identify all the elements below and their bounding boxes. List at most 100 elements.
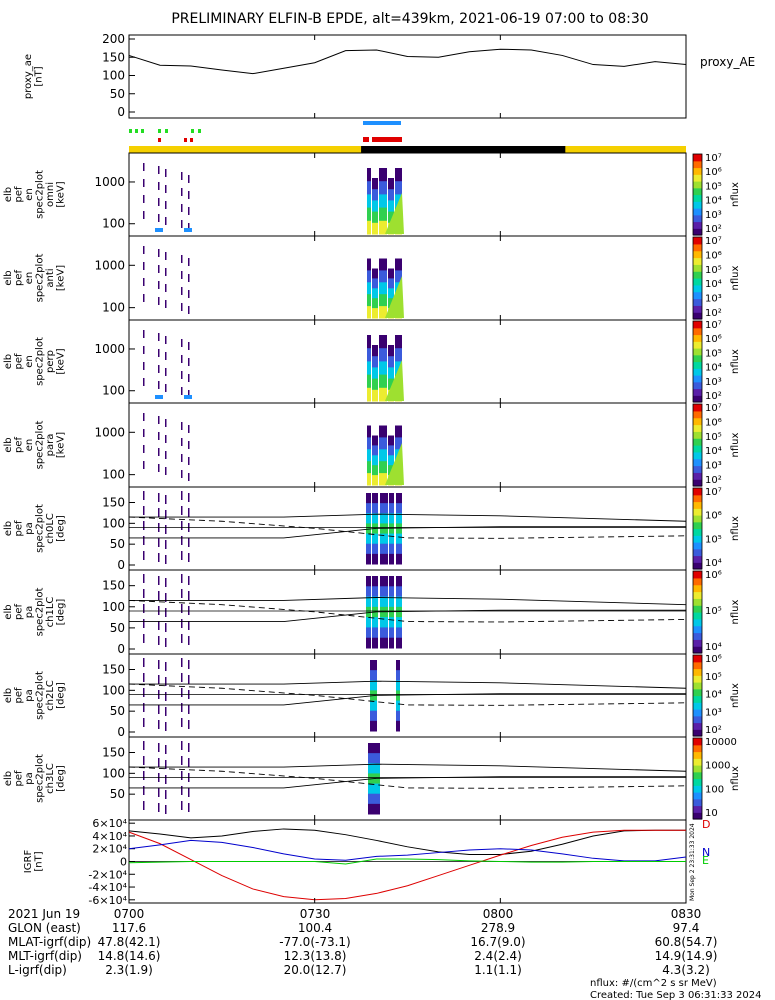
igrf-legend: D	[702, 818, 710, 831]
colorbar-segment	[693, 528, 702, 536]
spectrogram-cell	[165, 525, 167, 534]
y-tick-label: 150	[102, 496, 125, 510]
spectrogram-cell	[395, 361, 402, 376]
spectrogram-cell	[143, 658, 145, 667]
mode-marker-green	[135, 129, 138, 133]
spectrogram-cell	[389, 576, 394, 587]
spectrogram-cell	[155, 228, 163, 232]
spectrogram-cell	[181, 470, 183, 478]
spectrogram-cell	[158, 508, 160, 517]
colorbar-segment	[693, 765, 702, 773]
spectrogram-cell	[143, 294, 145, 302]
colorbar-segment	[693, 381, 702, 390]
spectrogram-cell	[388, 378, 394, 391]
colorbar-segment	[693, 228, 702, 236]
footer-row-value: 97.4	[673, 921, 700, 935]
loss-cone-line	[129, 776, 686, 789]
spectrogram-cell	[379, 306, 387, 319]
y-tick-label: 50	[110, 704, 125, 718]
footer-row-value: 14.9(14.9)	[655, 949, 718, 963]
y-axis-label-line: perp	[45, 350, 56, 373]
spectrogram-cell	[372, 543, 378, 555]
y-axis-label-line: spec2plot	[35, 421, 46, 470]
colorbar-tick: 10⁷	[705, 236, 722, 247]
spectrogram-cell	[372, 503, 378, 514]
spectrogram-cell	[389, 493, 394, 504]
spectrogram-cell	[181, 521, 183, 530]
colorbar-tick: 10⁴	[705, 363, 722, 374]
footer-row-value: 2.3(1.9)	[105, 963, 153, 977]
spectrogram-cell	[158, 249, 160, 257]
y-axis-label-line: spec2plot	[35, 754, 46, 803]
colorbar-label: nflux	[730, 349, 741, 374]
y-axis-label-line: omni	[45, 182, 56, 207]
igrf-series-line	[128, 839, 687, 862]
colorbar-frame	[692, 570, 703, 654]
y-tick-label: -2×10⁴	[88, 868, 127, 881]
footer-row-value: 278.9	[481, 921, 515, 935]
spectrogram-cell	[395, 258, 402, 271]
colorbar-segment	[693, 785, 702, 793]
footer-row-label: MLT-igrf(dip)	[8, 949, 82, 963]
spectrogram-cell	[165, 284, 167, 292]
spectrogram-cell	[165, 692, 167, 701]
colorbar-segment	[693, 181, 702, 189]
spectrogram-cell	[143, 741, 145, 750]
footer-row-label: 2021 Jun 19	[8, 907, 80, 921]
local-loss-cone-line	[128, 766, 687, 789]
spectrogram-cell	[388, 345, 394, 357]
spectrogram-cell	[181, 771, 183, 780]
spectrogram-cell	[389, 606, 394, 618]
spectrogram-cell	[165, 451, 167, 459]
spectrogram-cell	[367, 361, 371, 376]
spectrogram-cell	[379, 361, 387, 376]
spectrogram-cell	[379, 348, 387, 362]
spectrogram-cell	[379, 374, 387, 389]
spectrogram-cell	[143, 362, 145, 370]
colorbar-tick: 10⁵	[705, 606, 722, 617]
y-axis-label-line: pef	[14, 437, 25, 454]
y-axis-label-line: pef	[14, 353, 25, 370]
spectrogram-cell	[143, 506, 145, 515]
spectrogram-cell	[181, 506, 183, 515]
y-tick-label: 100	[102, 384, 125, 398]
footer-row-value: 14.8(14.6)	[98, 949, 161, 963]
spectrogram-cell	[380, 503, 388, 514]
panel-frame	[128, 235, 687, 321]
y-tick-label: 0	[120, 856, 127, 869]
spectrogram-cell	[158, 182, 160, 190]
colorbar-segment	[693, 618, 702, 627]
y-tick-label: 100	[102, 301, 125, 315]
y-tick-label: 50	[110, 787, 125, 801]
spectrogram-cell	[366, 493, 371, 504]
y-axis-label-line: elb	[3, 187, 14, 202]
spectrogram-cell	[181, 718, 183, 727]
spectrogram-cell	[143, 551, 145, 560]
plot-title: PRELIMINARY ELFIN-B EPDE, alt=439km, 202…	[171, 11, 648, 27]
colorbar-label: nflux	[730, 265, 741, 290]
status-bars	[129, 121, 686, 153]
spectrogram-cell	[367, 181, 371, 195]
colorbar-label: nflux	[730, 516, 741, 541]
y-tick-label: 1000	[94, 342, 125, 356]
footer-row-value: 16.7(9.0)	[470, 935, 525, 949]
y-tick-label: -6×10⁴	[88, 894, 127, 907]
spectrogram-cell	[372, 627, 378, 639]
spectrogram-cell	[370, 700, 377, 712]
spectrogram-cell	[188, 425, 190, 433]
colorbar-tick: 10	[705, 808, 718, 819]
spectrogram-cell	[158, 493, 160, 502]
y-tick-label: 200	[102, 32, 125, 46]
spectrogram-cell	[396, 606, 402, 618]
spectrogram-cell	[380, 523, 388, 535]
spectrogram-cell	[181, 355, 183, 363]
loss-cone-line	[129, 693, 686, 706]
spectrogram-cell	[366, 637, 371, 649]
spectrogram-cell	[143, 574, 145, 583]
spectrogram-cell	[143, 604, 145, 613]
spectrogram-cell	[370, 710, 377, 722]
spectrogram-cell	[380, 533, 388, 545]
spectrogram-cell	[396, 637, 402, 649]
footer-row-value: 20.0(12.7)	[284, 963, 347, 977]
spectrogram-cell	[379, 437, 387, 450]
